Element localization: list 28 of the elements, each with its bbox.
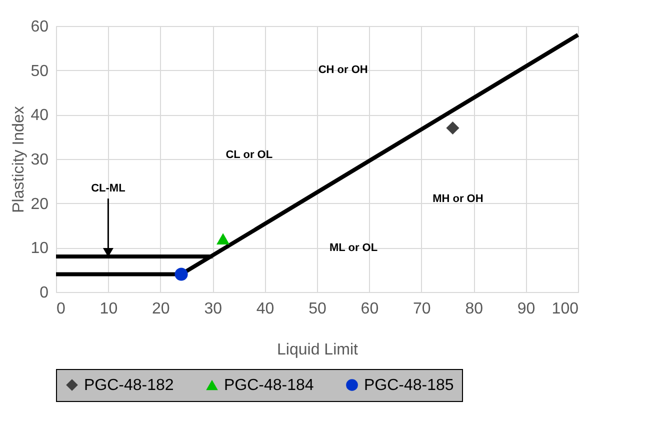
legend-label: PGC-48-182 <box>84 377 174 394</box>
legend-label: PGC-48-185 <box>364 377 454 394</box>
x-tick-label: 100 <box>552 300 579 318</box>
y-tick-label: 20 <box>30 196 49 213</box>
x-axis-title: Liquid Limit <box>277 342 359 358</box>
x-tick-label: 30 <box>204 300 222 318</box>
x-tick-label: 80 <box>465 300 484 318</box>
annotation: CL-ML <box>91 182 126 195</box>
y-axis-title: Plasticity Index <box>10 106 28 213</box>
y-tick-label: 0 <box>40 284 49 302</box>
x-tick-label: 10 <box>100 300 118 318</box>
x-tick-label: 50 <box>308 300 326 318</box>
y-tick-label: 10 <box>30 240 49 258</box>
x-tick-label: 70 <box>413 300 431 318</box>
y-tick-label: 50 <box>30 62 49 80</box>
y-tick-label: 40 <box>30 107 49 124</box>
annotation: CH or OH <box>318 64 368 76</box>
y-tick-label: 30 <box>30 152 49 168</box>
annotation: ML or OL <box>330 242 378 254</box>
x-tick-label: 60 <box>360 300 379 318</box>
legend-label: PGC-48-184 <box>224 377 314 394</box>
x-tick-label: 20 <box>152 300 170 318</box>
x-tick-label: 0 <box>56 300 66 318</box>
y-tick-label: 60 <box>30 18 49 36</box>
annotation: MH or OH <box>432 192 484 205</box>
x-tick-label: 90 <box>517 300 536 318</box>
x-tick-label: 40 <box>256 300 274 318</box>
annotation: CL or OL <box>226 149 273 162</box>
